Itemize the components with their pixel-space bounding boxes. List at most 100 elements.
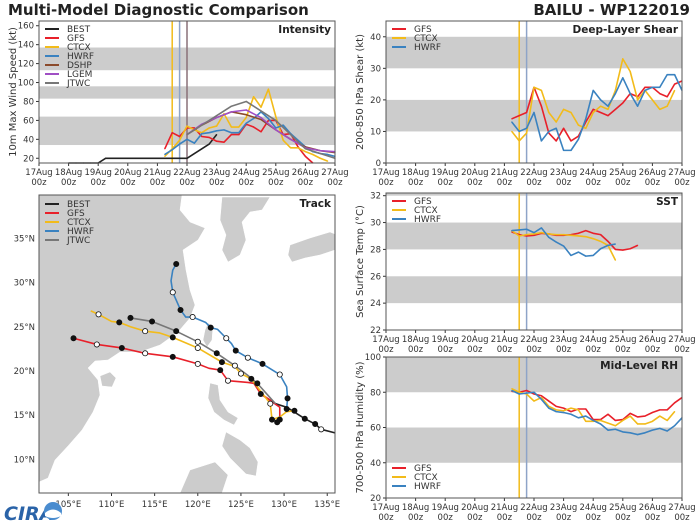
- data-point-ctcx: [570, 111, 572, 114]
- data-point-jtwc: [245, 100, 247, 103]
- track-marker-open: [95, 311, 102, 318]
- data-point-jtwc: [230, 105, 232, 107]
- x-tick-label-date: 19Aug: [431, 168, 458, 178]
- data-point-hwrf: [518, 130, 520, 133]
- y-tick-label: 100: [365, 353, 381, 363]
- data-point-best: [105, 157, 107, 159]
- data-point-gfs: [164, 148, 166, 150]
- data-point-ctcx: [644, 423, 646, 425]
- legend-label: CTCX: [414, 473, 438, 483]
- data-point-gfs: [585, 408, 587, 410]
- legend-label: CTCX: [414, 34, 438, 44]
- data-point-gfs: [585, 230, 587, 232]
- y-tick-label: 140: [18, 41, 34, 51]
- x-tick-label-date: 21Aug: [491, 168, 518, 178]
- data-point-hwrf: [563, 411, 565, 414]
- data-point-gfs: [230, 134, 232, 136]
- data-point-ctcx: [600, 105, 602, 107]
- data-point-ctcx: [577, 124, 580, 126]
- data-point-hwrf: [267, 117, 269, 120]
- track-marker-filled: [217, 367, 224, 374]
- x-tick-label-date: 20Aug: [114, 168, 141, 178]
- x-tick-label-hour: 00z: [586, 345, 602, 355]
- data-point-ctcx: [511, 130, 513, 133]
- data-point-hwrf: [659, 86, 661, 88]
- y-tick-label: 15°N: [14, 411, 35, 421]
- x-tick-label-date: 23Aug: [550, 168, 577, 178]
- data-point-gfs: [260, 131, 262, 133]
- track-marker-filled: [173, 260, 180, 267]
- y-tick-label: 20°N: [14, 367, 35, 377]
- data-point-gfs: [511, 118, 513, 120]
- x-tick-label-hour: 00z: [556, 178, 572, 188]
- legend-label: HWRF: [414, 43, 441, 53]
- data-point-hwrf: [651, 429, 654, 431]
- data-point-hwrf: [526, 392, 528, 394]
- data-point-ctcx: [666, 105, 668, 107]
- track-marker-filled: [283, 405, 290, 412]
- track-marker-open: [142, 328, 149, 335]
- legend-label: GFS: [414, 197, 432, 207]
- data-point-hwrf: [518, 229, 520, 231]
- rh-panel: 17Aug00z18Aug00z19Aug00z20Aug00z21Aug00z…: [355, 353, 696, 523]
- x-tick-label-date: 25Aug: [262, 168, 289, 178]
- x-tick-label-date: 25Aug: [609, 335, 636, 345]
- y-tick-label: 20: [23, 154, 34, 164]
- x-tick-label-hour: 00z: [408, 178, 424, 188]
- y-tick-label: 26: [370, 272, 381, 282]
- data-point-gfs: [179, 135, 181, 138]
- data-point-hwrf: [585, 255, 587, 257]
- data-point-hwrf: [511, 389, 513, 392]
- legend-label: BEST: [67, 200, 91, 210]
- y-axis-label: 10m Max Wind Speed (kt): [8, 27, 19, 157]
- data-point-ctcx: [253, 96, 255, 98]
- track-marker-open: [223, 335, 230, 342]
- x-tick-label-date: 19Aug: [431, 335, 458, 345]
- data-point-ctcx: [600, 419, 602, 422]
- data-point-ctcx: [592, 238, 594, 240]
- legend-label: HWRF: [67, 52, 94, 62]
- data-point-best: [127, 157, 129, 159]
- legend-label: BEST: [67, 25, 91, 35]
- data-point-ctcx: [208, 127, 210, 129]
- data-point-best: [179, 157, 181, 159]
- x-tick-label-date: 18Aug: [402, 503, 429, 513]
- x-tick-label-date: 24Aug: [232, 168, 259, 178]
- x-tick-label-date: 26Aug: [639, 168, 666, 178]
- series-line-gfs: [511, 389, 683, 422]
- data-point-hwrf: [607, 429, 609, 431]
- logo-text: CIRA: [4, 503, 54, 525]
- data-point-ctcx: [260, 106, 262, 108]
- y-axis-label: 200-850 hPa Shear (kt): [355, 34, 366, 150]
- y-tick-label: 30°N: [14, 279, 35, 289]
- data-point-gfs: [238, 134, 240, 136]
- data-point-lgem: [319, 150, 321, 152]
- series-line-gfs: [511, 229, 638, 251]
- data-point-dshp: [245, 114, 247, 116]
- data-point-ctcx: [570, 407, 572, 409]
- data-point-gfs: [674, 402, 676, 404]
- y-tick-label: 30: [370, 64, 381, 74]
- track-marker-filled: [177, 306, 184, 313]
- data-point-hwrf: [629, 432, 631, 434]
- data-point-ctcx: [216, 125, 218, 127]
- x-tick-label-hour: 00z: [378, 345, 394, 355]
- x-tick-label-date: 22Aug: [520, 503, 547, 513]
- x-tick-label-hour: 00z: [615, 178, 631, 188]
- track-marker-open: [93, 341, 100, 348]
- data-point-ctcx: [614, 425, 617, 427]
- data-point-ctcx: [607, 422, 609, 424]
- data-point-hwrf: [592, 419, 594, 422]
- x-tick-label-date: 23Aug: [203, 168, 230, 178]
- data-point-ctcx: [592, 111, 594, 114]
- data-point-ctcx: [614, 259, 617, 261]
- data-point-lgem: [275, 129, 277, 131]
- data-point-gfs: [526, 235, 528, 237]
- x-tick-label-hour: 00z: [497, 345, 513, 355]
- data-point-hwrf: [666, 430, 668, 432]
- x-tick-label-date: 22Aug: [520, 335, 547, 345]
- logo-wave-icon: [45, 509, 61, 518]
- plot-frame: [38, 20, 336, 164]
- x-tick-label-date: 27Aug: [668, 335, 695, 345]
- x-tick-label-hour: 00z: [526, 513, 542, 523]
